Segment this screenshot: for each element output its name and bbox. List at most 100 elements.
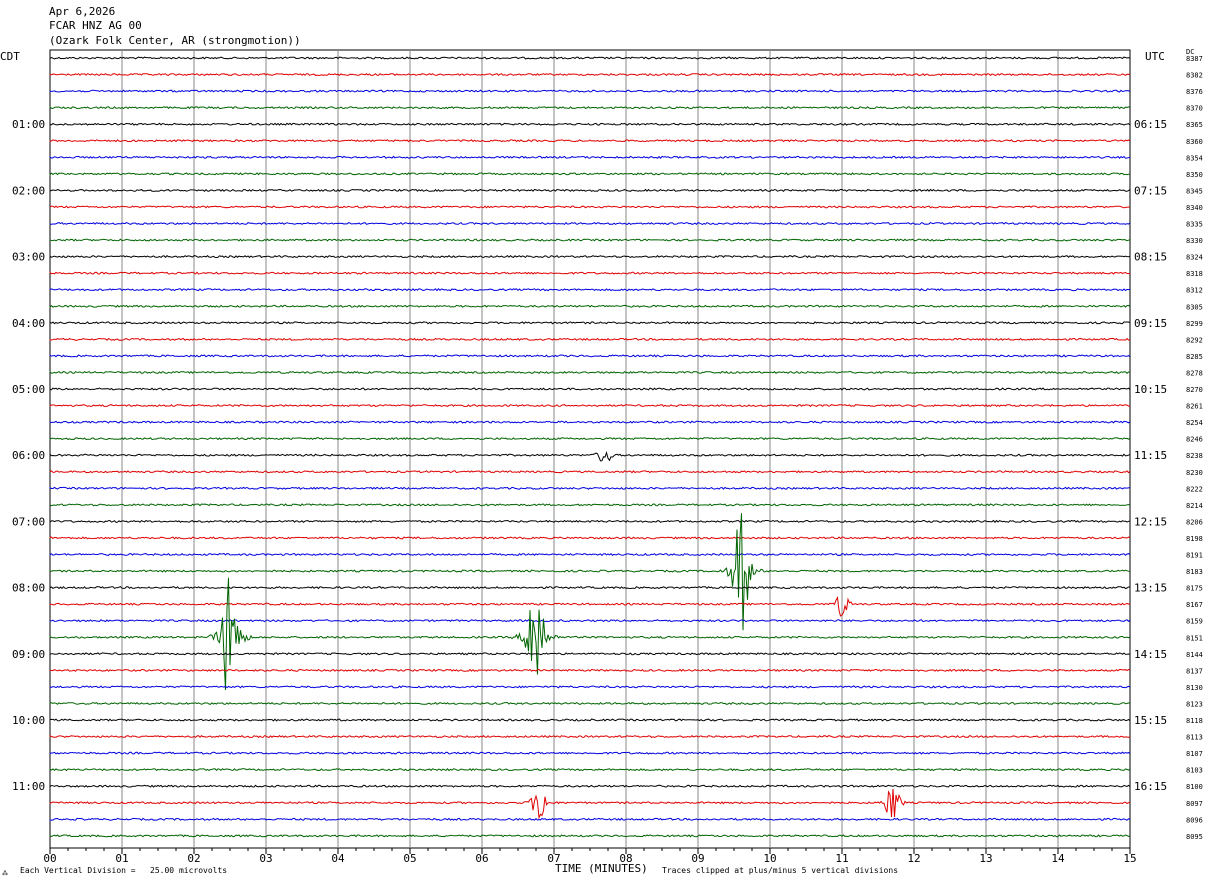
x-tick-label: 08 xyxy=(619,852,632,865)
dc-offset-label: 8285 xyxy=(1186,353,1203,361)
right-timezone-label: UTC xyxy=(1145,50,1165,63)
dc-offset-label: 8175 xyxy=(1186,585,1203,593)
left-hour-label: 04:00 xyxy=(12,317,45,330)
scale-note: Each Vertical Division = 25.00 microvolt… xyxy=(20,866,228,875)
trace-row xyxy=(49,403,1131,408)
x-tick-label: 12 xyxy=(907,852,920,865)
trace-row xyxy=(49,188,1131,192)
dc-offset-label: 8365 xyxy=(1186,121,1203,129)
header-date: Apr 6,2026 xyxy=(49,5,116,18)
right-hour-label: 08:15 xyxy=(1134,251,1167,264)
left-hour-label: 01:00 xyxy=(12,118,45,131)
x-tick-label: 09 xyxy=(691,852,704,865)
left-hour-label: 02:00 xyxy=(12,184,45,197)
x-tick-label: 07 xyxy=(547,852,560,865)
dc-offset-label: 8159 xyxy=(1186,618,1203,626)
dc-offset-label: 8305 xyxy=(1186,303,1203,311)
x-tick-label: 06 xyxy=(475,852,488,865)
right-hour-label: 15:15 xyxy=(1134,714,1167,727)
dc-offset-label: 8340 xyxy=(1186,204,1203,212)
trace-row xyxy=(49,304,1131,309)
trace-row xyxy=(49,238,1131,242)
right-hour-label: 09:15 xyxy=(1134,317,1167,330)
trace-row xyxy=(49,701,1131,706)
dc-offset-label: 8206 xyxy=(1186,518,1203,526)
trace-row xyxy=(49,370,1131,375)
dc-offset-label: 8123 xyxy=(1186,700,1203,708)
right-hour-label: 11:15 xyxy=(1134,449,1167,462)
trace-row xyxy=(49,420,1131,424)
dc-offset-label: 8324 xyxy=(1186,254,1203,262)
right-hour-label: 10:15 xyxy=(1134,383,1167,396)
trace-row xyxy=(49,817,1131,821)
dc-offset-label: 8097 xyxy=(1186,800,1203,808)
right-hour-label: 13:15 xyxy=(1134,582,1167,595)
trace-row xyxy=(49,271,1131,275)
right-hour-label: 06:15 xyxy=(1134,118,1167,131)
dc-offset-label: 8278 xyxy=(1186,369,1203,377)
x-tick-label: 11 xyxy=(835,852,848,865)
dc-offset-label: 8151 xyxy=(1186,634,1203,642)
dc-offset-label: 8095 xyxy=(1186,833,1203,841)
dc-offset-label: 8292 xyxy=(1186,336,1203,344)
x-axis-title: TIME (MINUTES) xyxy=(555,862,648,875)
trace-row xyxy=(49,734,1131,739)
dc-offset-label: 8350 xyxy=(1186,171,1203,179)
trace-row xyxy=(49,718,1131,722)
dc-offset-label: 8144 xyxy=(1186,651,1203,659)
trace-row xyxy=(49,788,1131,820)
dc-offset-label: 8354 xyxy=(1186,154,1203,162)
right-hour-label: 16:15 xyxy=(1134,780,1167,793)
left-hour-label: 05:00 xyxy=(12,383,45,396)
dc-offset-label: 8318 xyxy=(1186,270,1203,278)
trace-row xyxy=(49,519,1131,524)
left-hour-label: 07:00 xyxy=(12,515,45,528)
trace-row xyxy=(49,172,1131,176)
clip-note: Traces clipped at plus/minus 5 vertical … xyxy=(662,866,899,875)
trace-row xyxy=(49,122,1131,126)
dc-offset-label: 8096 xyxy=(1186,816,1203,824)
trace-row xyxy=(49,536,1131,540)
dc-offset-label: 8107 xyxy=(1186,750,1203,758)
dc-offset-label: 8376 xyxy=(1186,88,1203,96)
right-hour-label: 12:15 xyxy=(1134,515,1167,528)
x-tick-label: 00 xyxy=(43,852,56,865)
left-hour-label: 06:00 xyxy=(12,449,45,462)
left-timezone-label: CDT xyxy=(0,50,20,63)
header-station: FCAR HNZ AG 00 xyxy=(49,19,142,32)
logo-mark: ⁂ xyxy=(2,870,8,877)
left-hour-label: 09:00 xyxy=(12,648,45,661)
dc-offset-label: 8246 xyxy=(1186,436,1203,444)
trace-row xyxy=(49,205,1131,209)
trace-row xyxy=(49,652,1131,656)
dc-offset-label: 8345 xyxy=(1186,187,1203,195)
dc-offset-label: 8118 xyxy=(1186,717,1203,725)
trace-row xyxy=(49,451,1131,462)
dc-offset-label: 8100 xyxy=(1186,783,1203,791)
dc-offset-label: 8382 xyxy=(1186,72,1203,80)
x-tick-label: 13 xyxy=(979,852,992,865)
dc-offset-label: 8183 xyxy=(1186,568,1203,576)
x-tick-label: 14 xyxy=(1051,852,1065,865)
trace-row xyxy=(49,577,1131,691)
trace-row xyxy=(49,486,1131,490)
dc-offset-label: 8261 xyxy=(1186,403,1203,411)
trace-row xyxy=(49,596,1131,617)
dc-offset-label: 8198 xyxy=(1186,535,1203,543)
trace-row xyxy=(49,288,1131,292)
trace-row xyxy=(49,503,1131,507)
trace-row xyxy=(49,139,1131,143)
trace-row xyxy=(49,585,1130,590)
trace-row xyxy=(49,470,1131,474)
dc-offset-label: 8191 xyxy=(1186,552,1203,560)
trace-row xyxy=(49,105,1131,110)
trace-row xyxy=(49,155,1131,159)
x-tick-label: 04 xyxy=(331,852,345,865)
trace-row xyxy=(49,552,1131,557)
x-tick-label: 01 xyxy=(115,852,128,865)
dc-offset-label: 8360 xyxy=(1186,138,1203,146)
x-tick-label: 15 xyxy=(1123,852,1136,865)
dc-offset-label: 8238 xyxy=(1186,452,1203,460)
dc-offset-label: 8167 xyxy=(1186,601,1203,609)
